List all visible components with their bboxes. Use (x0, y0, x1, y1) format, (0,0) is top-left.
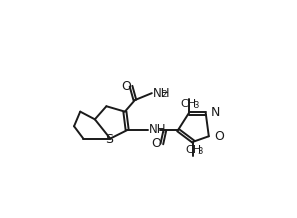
Text: 3: 3 (198, 147, 203, 156)
Text: O: O (151, 138, 161, 150)
Text: 2: 2 (162, 90, 168, 99)
Text: CH: CH (181, 99, 197, 109)
Text: NH: NH (153, 87, 171, 100)
Text: O: O (121, 80, 131, 93)
Text: S: S (105, 133, 113, 146)
Text: CH: CH (185, 145, 201, 155)
Text: NH: NH (149, 123, 166, 136)
Text: N: N (210, 106, 220, 119)
Text: 3: 3 (193, 101, 198, 110)
Text: O: O (214, 130, 224, 143)
